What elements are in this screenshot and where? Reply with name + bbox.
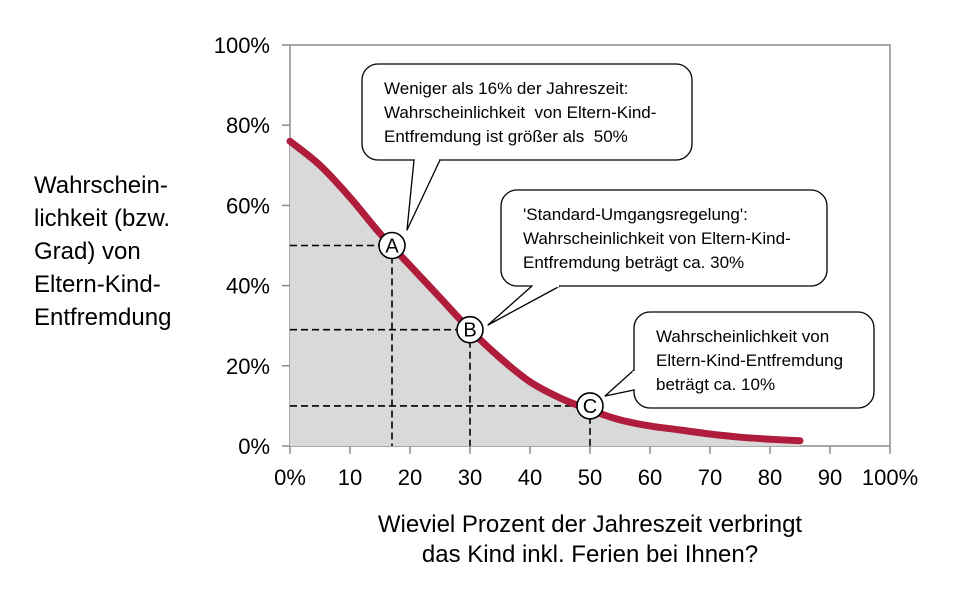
callout-bubble [500, 189, 828, 287]
callout-text-line: Entfremdung ist größer als 50% [384, 127, 628, 146]
callout-text-line: Eltern-Kind-Entfremdung [656, 351, 843, 370]
callout-a: Weniger als 16% der Jahreszeit: Wahrschei… [361, 63, 693, 231]
marker-b-label: B [463, 320, 476, 342]
x-tick-label: 20 [398, 465, 422, 490]
y-tick-label: 40% [226, 274, 270, 299]
callout-text-line: Entfremdung beträgt ca. 30% [523, 253, 744, 272]
marker-c-label: C [583, 396, 597, 418]
x-tick-label: 0% [274, 465, 306, 490]
callout-text-line: 'Standard-Umgangsregelung': [523, 205, 748, 224]
callout-c: Wahrscheinlichkeit von Eltern-Kind-Entfre… [604, 311, 875, 409]
marker-a-label: A [385, 236, 399, 258]
x-tick-label: 100% [862, 465, 918, 490]
y-axis-title-line: Eltern-Kind- [34, 271, 161, 298]
probability-curve [286, 137, 804, 445]
area-under-curve [290, 141, 800, 446]
callout-b: 'Standard-Umgangsregelung': Wahrscheinlic… [487, 189, 828, 326]
marker-b-circle [456, 315, 484, 344]
y-tick-label: 0% [238, 434, 270, 459]
y-tick-label: 20% [226, 354, 270, 379]
y-axis-title-line: lichkeit (bzw. [34, 205, 170, 232]
callout-text-line: Weniger als 16% der Jahreszeit: [384, 79, 628, 98]
y-axis-ticks: 0% 20% 40% 60% 80% 100% [214, 33, 290, 459]
x-tick-label: 30 [458, 465, 482, 490]
x-tick-label: 10 [338, 465, 362, 490]
x-axis-title-line: Wieviel Prozent der Jahreszeit verbringt [378, 511, 803, 538]
x-axis-ticks: 0% 10 20 30 40 50 60 70 80 90 100% [274, 446, 918, 490]
callout-bubble [361, 63, 693, 161]
x-axis-title: Wieviel Prozent der Jahreszeit verbringt… [378, 511, 803, 568]
y-tick-label: 80% [226, 113, 270, 138]
x-axis-title-line: das Kind inkl. Ferien bei Ihnen? [422, 541, 758, 568]
callout-tail [487, 285, 561, 326]
guide-lines [290, 244, 591, 446]
x-tick-label: 80 [758, 465, 782, 490]
y-axis-title-line: Grad) von [34, 238, 141, 265]
callout-bubble [633, 311, 875, 409]
callout-text-line: Wahrscheinlichkeit von Eltern-Kind- [523, 229, 791, 248]
x-tick-label: 60 [638, 465, 662, 490]
x-tick-label: 90 [818, 465, 842, 490]
marker-c-circle [576, 392, 604, 420]
x-tick-label: 70 [698, 465, 722, 490]
callout-text-line: beträgt ca. 10% [656, 375, 775, 394]
callout-tail [604, 369, 635, 397]
callout-tail [406, 159, 441, 231]
callouts: Weniger als 16% der Jahreszeit: Wahrschei… [361, 63, 875, 409]
x-tick-label: 40 [518, 465, 542, 490]
point-markers: A B C [378, 231, 604, 420]
callout-text-line: Wahrscheinlichkeit von Eltern-Kind- [384, 103, 656, 122]
callout-text-line: Wahrscheinlichkeit von [656, 327, 829, 346]
y-axis-title-line: Wahrschein- [34, 172, 168, 199]
y-tick-label: 60% [226, 193, 270, 218]
marker-a-circle [378, 231, 406, 260]
y-axis-title-line: Entfremdung [34, 304, 171, 331]
y-axis-title: Wahrschein-lichkeit (bzw. Grad) von Eltern… [34, 172, 171, 331]
x-tick-label: 50 [578, 465, 602, 490]
y-tick-label: 100% [214, 33, 270, 58]
